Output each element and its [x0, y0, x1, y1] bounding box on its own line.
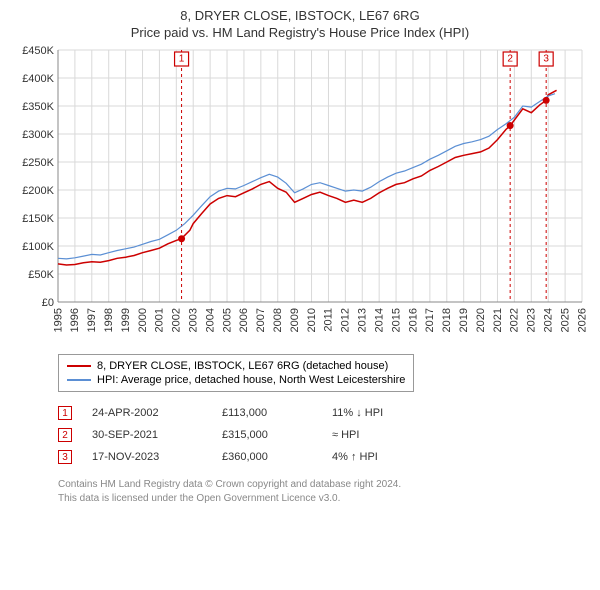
svg-text:2004: 2004 — [204, 308, 216, 332]
svg-text:2011: 2011 — [323, 308, 335, 332]
sale-hpi-2: ≈ HPI — [332, 429, 432, 441]
legend: 8, DRYER CLOSE, IBSTOCK, LE67 6RG (detac… — [58, 354, 414, 392]
legend-swatch-hpi — [67, 379, 91, 381]
svg-text:2014: 2014 — [373, 308, 385, 332]
svg-text:2002: 2002 — [171, 308, 183, 332]
svg-text:2026: 2026 — [576, 308, 588, 332]
svg-text:£400K: £400K — [22, 73, 54, 85]
svg-text:1997: 1997 — [86, 308, 98, 332]
sale-marker-2: 2 — [58, 428, 72, 442]
svg-text:£150K: £150K — [22, 213, 54, 225]
sale-marker-3: 3 — [58, 450, 72, 464]
svg-text:1996: 1996 — [69, 308, 81, 332]
svg-text:2025: 2025 — [559, 308, 571, 332]
chart-container: 8, DRYER CLOSE, IBSTOCK, LE67 6RG Price … — [0, 0, 600, 513]
svg-text:2009: 2009 — [289, 308, 301, 332]
svg-text:1: 1 — [179, 54, 185, 65]
legend-label-property: 8, DRYER CLOSE, IBSTOCK, LE67 6RG (detac… — [97, 360, 388, 372]
sale-date-2: 30-SEP-2021 — [92, 429, 222, 441]
legend-item-property: 8, DRYER CLOSE, IBSTOCK, LE67 6RG (detac… — [67, 359, 405, 373]
legend-swatch-property — [67, 365, 91, 367]
footer-line1: Contains HM Land Registry data © Crown c… — [58, 478, 590, 492]
svg-text:1995: 1995 — [52, 308, 64, 332]
svg-text:£300K: £300K — [22, 129, 54, 141]
legend-item-hpi: HPI: Average price, detached house, Nort… — [67, 373, 405, 387]
svg-text:£250K: £250K — [22, 157, 54, 169]
svg-text:2: 2 — [507, 54, 513, 65]
svg-text:2018: 2018 — [441, 308, 453, 332]
svg-text:2022: 2022 — [509, 308, 521, 332]
svg-text:£450K: £450K — [22, 46, 54, 57]
sale-marker-1: 1 — [58, 406, 72, 420]
sale-date-3: 17-NOV-2023 — [92, 451, 222, 463]
sale-date-1: 24-APR-2002 — [92, 407, 222, 419]
sale-hpi-1: 11% ↓ HPI — [332, 407, 432, 419]
svg-text:£350K: £350K — [22, 101, 54, 113]
svg-text:£0: £0 — [42, 297, 54, 309]
svg-text:2017: 2017 — [424, 308, 436, 332]
title-address: 8, DRYER CLOSE, IBSTOCK, LE67 6RG — [10, 8, 590, 23]
svg-text:2006: 2006 — [238, 308, 250, 332]
svg-text:2003: 2003 — [188, 308, 200, 332]
title-block: 8, DRYER CLOSE, IBSTOCK, LE67 6RG Price … — [10, 8, 590, 40]
sales-table: 1 24-APR-2002 £113,000 11% ↓ HPI 2 30-SE… — [58, 402, 590, 468]
footer-line2: This data is licensed under the Open Gov… — [58, 492, 590, 506]
svg-text:2021: 2021 — [492, 308, 504, 332]
svg-text:2008: 2008 — [272, 308, 284, 332]
svg-text:£200K: £200K — [22, 185, 54, 197]
sale-row-2: 2 30-SEP-2021 £315,000 ≈ HPI — [58, 424, 590, 446]
svg-text:1998: 1998 — [103, 308, 115, 332]
svg-text:£100K: £100K — [22, 241, 54, 253]
sale-row-3: 3 17-NOV-2023 £360,000 4% ↑ HPI — [58, 446, 590, 468]
svg-text:2010: 2010 — [306, 308, 318, 332]
svg-text:2000: 2000 — [137, 308, 149, 332]
svg-text:£50K: £50K — [28, 269, 54, 281]
svg-text:2007: 2007 — [255, 308, 267, 332]
svg-text:2016: 2016 — [407, 308, 419, 332]
footer: Contains HM Land Registry data © Crown c… — [58, 478, 590, 505]
sale-price-3: £360,000 — [222, 451, 332, 463]
svg-text:3: 3 — [543, 54, 549, 65]
svg-text:2024: 2024 — [542, 308, 554, 332]
svg-text:2023: 2023 — [526, 308, 538, 332]
sale-price-1: £113,000 — [222, 407, 332, 419]
svg-text:2001: 2001 — [154, 308, 166, 332]
chart-area: £0 £50K £100K £150K £200K £250K £300K £350K £400… — [10, 46, 590, 346]
svg-text:2005: 2005 — [221, 308, 233, 332]
sale-hpi-3: 4% ↑ HPI — [332, 451, 432, 463]
line-chart-svg: £0 £50K £100K £150K £200K £250K £300K £350K £400… — [10, 46, 590, 346]
legend-label-hpi: HPI: Average price, detached house, Nort… — [97, 374, 405, 386]
svg-text:2012: 2012 — [340, 308, 352, 332]
svg-text:2013: 2013 — [357, 308, 369, 332]
svg-text:2020: 2020 — [475, 308, 487, 332]
sale-price-2: £315,000 — [222, 429, 332, 441]
title-subtitle: Price paid vs. HM Land Registry's House … — [10, 25, 590, 40]
sale-row-1: 1 24-APR-2002 £113,000 11% ↓ HPI — [58, 402, 590, 424]
svg-text:1999: 1999 — [120, 308, 132, 332]
svg-text:2015: 2015 — [390, 308, 402, 332]
svg-text:2019: 2019 — [458, 308, 470, 332]
